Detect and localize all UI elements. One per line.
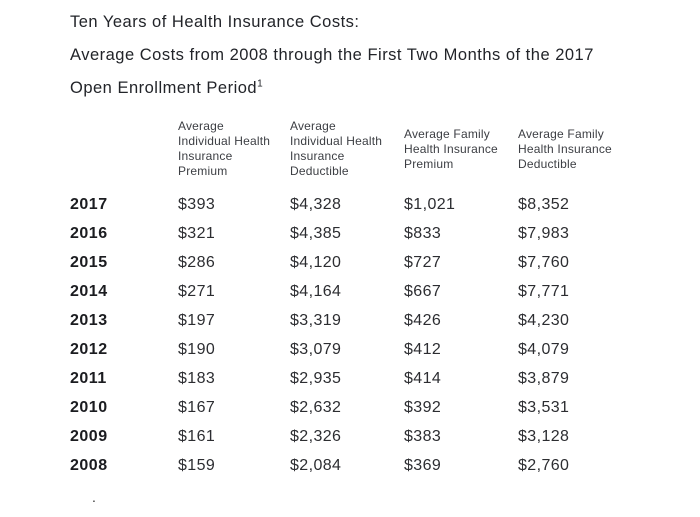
cell-family-premium: $392 xyxy=(404,398,442,416)
cell-individual-deductible: $4,385 xyxy=(290,224,342,242)
row-year: 2014 xyxy=(70,282,108,300)
cell-family-deductible: $7,771 xyxy=(518,282,570,300)
cell-family-premium: $667 xyxy=(404,282,442,300)
footnote-marker: 1 xyxy=(257,78,263,90)
title-line-2: Average Costs from 2008 through the Firs… xyxy=(70,46,594,64)
table-row: 2008 $159 $2,084 $369 $2,760 xyxy=(70,451,700,480)
cell-individual-deductible: $2,084 xyxy=(290,456,342,474)
table-content: Ten Years of Health Insurance Costs: Ave… xyxy=(70,6,700,505)
row-year: 2017 xyxy=(70,195,108,213)
cell-individual-deductible: $4,120 xyxy=(290,253,342,271)
footnote-dot: . xyxy=(92,489,96,505)
cell-individual-premium: $286 xyxy=(178,253,216,271)
cell-individual-deductible: $2,326 xyxy=(290,427,342,445)
row-year: 2009 xyxy=(70,427,108,445)
header-family-deductible: Average Family Health Insurance Deductib… xyxy=(518,126,612,171)
cell-family-deductible: $3,531 xyxy=(518,398,570,416)
cell-individual-premium: $321 xyxy=(178,224,216,242)
cell-family-deductible: $7,983 xyxy=(518,224,570,242)
cell-family-premium: $727 xyxy=(404,253,442,271)
cell-family-premium: $412 xyxy=(404,340,442,358)
title-line-3: Open Enrollment Period1 xyxy=(70,72,700,105)
cell-family-deductible: $3,879 xyxy=(518,369,570,387)
header-individual-deductible: Average Individual Health Insurance Dedu… xyxy=(290,119,383,178)
title-line-1: Ten Years of Health Insurance Costs: xyxy=(70,13,360,31)
cell-family-premium: $369 xyxy=(404,456,442,474)
title-line-3-text: Open Enrollment Period xyxy=(70,79,258,97)
cell-family-deductible: $2,760 xyxy=(518,456,570,474)
cell-individual-deductible: $2,935 xyxy=(290,369,342,387)
row-year: 2011 xyxy=(70,369,107,387)
cell-individual-premium: $197 xyxy=(178,311,216,329)
row-year: 2008 xyxy=(70,456,108,474)
cell-individual-premium: $183 xyxy=(178,369,216,387)
cell-family-premium: $414 xyxy=(404,369,442,387)
header-family-premium: Average Family Health Insurance Premium xyxy=(404,126,498,171)
cell-family-deductible: $7,760 xyxy=(518,253,570,271)
header-individual-premium: Average Individual Health Insurance Prem… xyxy=(178,119,271,178)
cell-individual-premium: $393 xyxy=(178,195,216,213)
cell-family-premium: $1,021 xyxy=(404,195,456,213)
table-row: 2009 $161 $2,326 $383 $3,128 xyxy=(70,422,700,451)
row-year: 2013 xyxy=(70,311,108,329)
cell-individual-deductible: $3,079 xyxy=(290,340,342,358)
row-year: 2016 xyxy=(70,224,108,242)
cell-individual-deductible: $2,632 xyxy=(290,398,342,416)
cell-individual-premium: $159 xyxy=(178,456,216,474)
row-year: 2010 xyxy=(70,398,108,416)
table-row: 2013 $197 $3,319 $426 $4,230 xyxy=(70,306,700,335)
cell-family-premium: $833 xyxy=(404,224,442,242)
cell-family-deductible: $4,230 xyxy=(518,311,570,329)
cell-individual-premium: $271 xyxy=(178,282,216,300)
cell-individual-deductible: $3,319 xyxy=(290,311,342,329)
table-row: 2011 $183 $2,935 $414 $3,879 xyxy=(70,364,700,393)
table-header-row: Average Individual Health Insurance Prem… xyxy=(70,117,700,181)
table-row: 2017 $393 $4,328 $1,021 $8,352 xyxy=(70,190,700,219)
cell-family-deductible: $8,352 xyxy=(518,195,570,213)
cell-individual-premium: $190 xyxy=(178,340,216,358)
cell-individual-deductible: $4,328 xyxy=(290,195,342,213)
table-row: 2014 $271 $4,164 $667 $7,771 xyxy=(70,277,700,306)
table-row: 2012 $190 $3,079 $412 $4,079 xyxy=(70,335,700,364)
row-year: 2015 xyxy=(70,253,108,271)
cell-individual-deductible: $4,164 xyxy=(290,282,342,300)
cell-family-deductible: $3,128 xyxy=(518,427,570,445)
cell-individual-premium: $161 xyxy=(178,427,216,445)
table-title: Ten Years of Health Insurance Costs: Ave… xyxy=(70,6,700,105)
cell-family-premium: $383 xyxy=(404,427,442,445)
cell-family-premium: $426 xyxy=(404,311,442,329)
table-body: 2017 $393 $4,328 $1,021 $8,352 2016 $321… xyxy=(70,190,700,480)
table-row: 2016 $321 $4,385 $833 $7,983 xyxy=(70,219,700,248)
cell-individual-premium: $167 xyxy=(178,398,216,416)
table-row: 2010 $167 $2,632 $392 $3,531 xyxy=(70,393,700,422)
row-year: 2012 xyxy=(70,340,108,358)
cell-family-deductible: $4,079 xyxy=(518,340,570,358)
table-row: 2015 $286 $4,120 $727 $7,760 xyxy=(70,248,700,277)
